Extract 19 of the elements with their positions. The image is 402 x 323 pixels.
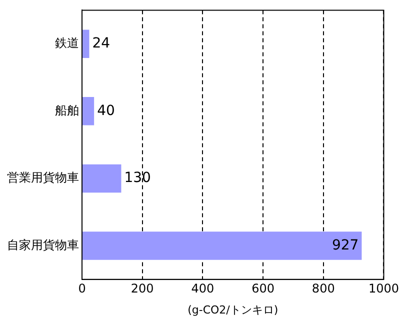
data-label: 24 — [92, 35, 110, 52]
y-tick-label: 船舶 — [55, 103, 79, 118]
data-label: 130 — [124, 170, 151, 186]
y-tick-label: 鉄道 — [55, 36, 79, 50]
bar — [82, 164, 122, 193]
x-tick-label: 800 — [312, 282, 335, 296]
bar — [82, 232, 362, 260]
x-tick-label: 400 — [191, 282, 214, 296]
x-tick-label: 0 — [78, 282, 86, 296]
y-tick-label: 営業用貨物車 — [7, 170, 79, 185]
data-label: 927 — [332, 237, 359, 254]
bar — [82, 30, 90, 58]
x-tick-label: 600 — [252, 282, 274, 296]
data-label: 40 — [97, 102, 115, 119]
x-axis-title: (g-CO2/トンキロ) — [188, 303, 278, 316]
x-tick-label: 1000 — [368, 282, 400, 296]
bar — [82, 97, 94, 126]
y-tick-label: 自家用貨物車 — [7, 238, 79, 252]
x-tick-label: 200 — [130, 282, 154, 296]
